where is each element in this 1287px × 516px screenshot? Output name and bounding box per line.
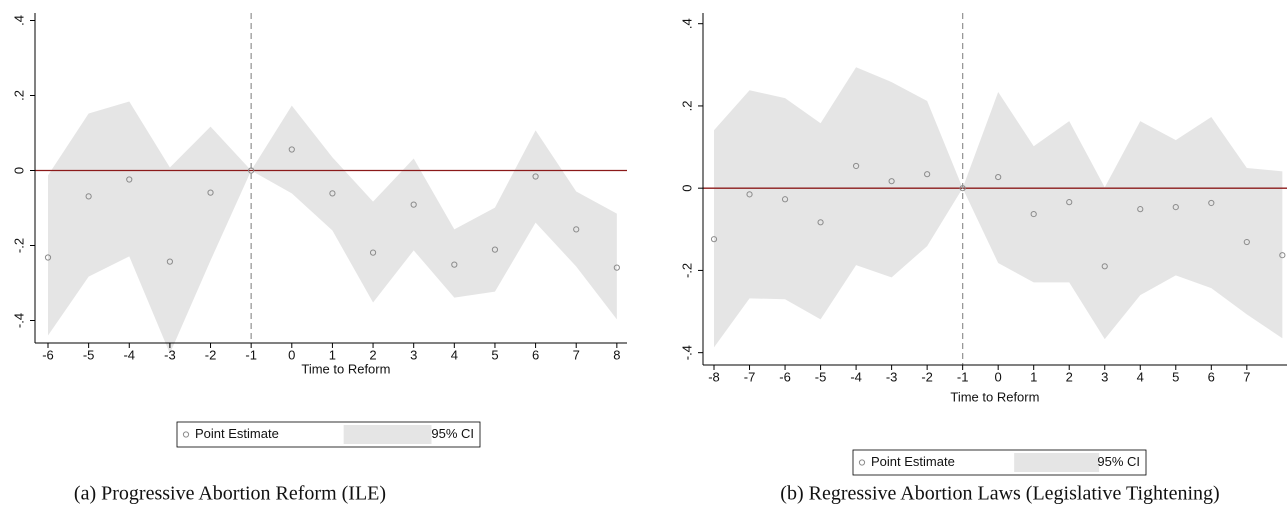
x-tick-label: -2 — [205, 347, 217, 362]
y-tick-label: .2 — [11, 90, 26, 101]
legend-swatch — [343, 425, 432, 444]
x-tick-label: 6 — [532, 347, 539, 362]
x-axis-title: Time to Reform — [950, 389, 1039, 404]
x-tick-label: -3 — [164, 347, 176, 362]
y-tick-label: -.2 — [679, 263, 694, 278]
point — [1066, 199, 1073, 206]
point — [852, 162, 860, 170]
x-tick-label: 8 — [613, 347, 620, 362]
x-tick-label: -4 — [850, 369, 862, 384]
point — [959, 185, 966, 192]
point — [248, 167, 255, 174]
caption: (b) Regressive Abortion Laws (Legislativ… — [780, 483, 1219, 505]
point — [781, 196, 789, 203]
x-tick-label: -2 — [921, 369, 933, 384]
x-tick-label: -8 — [708, 369, 720, 384]
x-tick-label: -5 — [83, 347, 95, 362]
x-tick-label: 0 — [288, 347, 295, 362]
x-tick-label: 1 — [1030, 369, 1037, 384]
point — [1137, 206, 1144, 213]
point — [329, 190, 336, 197]
x-tick-label: -7 — [744, 369, 756, 384]
x-tick-label: -1 — [957, 369, 969, 384]
x-tick-label: 7 — [1243, 369, 1250, 384]
point — [888, 178, 895, 185]
x-tick-label: 3 — [410, 347, 417, 362]
point — [1208, 199, 1215, 207]
legend-label: Point Estimate — [195, 426, 279, 441]
y-tick-label: -.4 — [679, 345, 694, 360]
point — [817, 219, 824, 226]
point — [410, 201, 417, 208]
x-tick-label: 5 — [491, 347, 498, 362]
x-tick-label: 4 — [451, 347, 458, 362]
x-axis-title: Time to Reform — [301, 361, 390, 376]
y-tick-label: .4 — [679, 18, 694, 29]
y-tick-label: 0 — [679, 185, 694, 192]
point — [85, 193, 92, 200]
legend-swatch — [1014, 453, 1100, 472]
x-tick-label: 2 — [1066, 369, 1073, 384]
x-tick-label: 3 — [1101, 369, 1108, 384]
y-tick-label: -.4 — [11, 313, 26, 328]
x-tick-label: 1 — [329, 347, 336, 362]
point — [369, 249, 377, 256]
x-tick-label: -6 — [779, 369, 791, 384]
point — [710, 236, 718, 243]
x-tick-label: 7 — [573, 347, 580, 362]
y-tick-label: 0 — [11, 167, 26, 174]
x-tick-label: -4 — [123, 347, 135, 362]
ci-band — [48, 101, 617, 354]
legend-label: 95% CI — [431, 426, 474, 441]
legend-marker — [858, 459, 866, 466]
x-tick-label: -3 — [886, 369, 898, 384]
x-tick-label: 6 — [1208, 369, 1215, 384]
x-tick-label: 2 — [369, 347, 376, 362]
legend-label: Point Estimate — [871, 454, 955, 469]
y-tick-label: .2 — [679, 101, 694, 112]
legend-label: 95% CI — [1097, 454, 1140, 469]
point — [288, 146, 295, 153]
point — [573, 226, 580, 233]
legend-marker — [182, 431, 190, 438]
point — [166, 258, 173, 265]
y-tick-label: .4 — [11, 15, 26, 26]
x-tick-label: 0 — [995, 369, 1002, 384]
point — [995, 173, 1002, 181]
x-tick-label: -1 — [245, 347, 257, 362]
x-tick-label: 5 — [1172, 369, 1179, 384]
point — [613, 264, 620, 271]
ci-band — [714, 67, 1283, 348]
point — [1030, 210, 1037, 218]
point — [1243, 238, 1250, 246]
point — [746, 191, 753, 198]
point — [532, 173, 539, 180]
point — [44, 254, 52, 261]
point — [491, 246, 499, 253]
point — [1172, 203, 1179, 211]
y-tick-label: -.2 — [11, 238, 26, 253]
point — [1101, 263, 1108, 270]
x-tick-label: -6 — [42, 347, 54, 362]
point — [451, 261, 458, 268]
x-tick-label: -5 — [815, 369, 827, 384]
point — [924, 171, 931, 178]
x-tick-label: 4 — [1137, 369, 1144, 384]
point — [207, 189, 214, 196]
point — [1279, 252, 1286, 259]
caption: (a) Progressive Abortion Reform (ILE) — [74, 483, 386, 505]
point — [126, 176, 133, 183]
